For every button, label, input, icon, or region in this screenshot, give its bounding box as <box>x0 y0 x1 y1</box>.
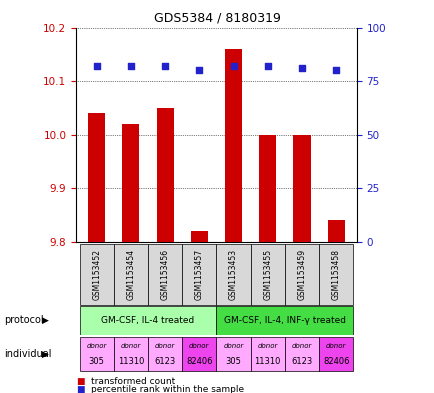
Point <box>93 63 100 69</box>
Bar <box>216 244 250 305</box>
Bar <box>259 134 276 242</box>
Text: donor: donor <box>257 343 277 349</box>
Bar <box>148 244 182 305</box>
Text: 82406: 82406 <box>186 357 212 366</box>
Bar <box>156 108 173 242</box>
Bar <box>79 244 114 305</box>
Text: donor: donor <box>189 343 209 349</box>
Text: 305: 305 <box>89 357 104 366</box>
Text: donor: donor <box>155 343 175 349</box>
Text: GSM1153456: GSM1153456 <box>160 248 169 300</box>
Text: donor: donor <box>223 343 243 349</box>
Bar <box>122 124 139 242</box>
Text: GSM1153458: GSM1153458 <box>331 249 340 299</box>
Text: GM-CSF, IL-4 treated: GM-CSF, IL-4 treated <box>101 316 194 325</box>
Text: GSM1153453: GSM1153453 <box>228 248 237 300</box>
Bar <box>114 337 148 371</box>
Text: 6123: 6123 <box>154 357 175 366</box>
Text: GDS5384 / 8180319: GDS5384 / 8180319 <box>154 11 280 24</box>
Bar <box>182 337 216 371</box>
Bar <box>250 337 284 371</box>
Text: donor: donor <box>325 343 345 349</box>
Bar <box>216 337 250 371</box>
Bar <box>114 244 148 305</box>
Point <box>195 67 202 73</box>
Point <box>161 63 168 69</box>
Text: donor: donor <box>120 343 141 349</box>
Bar <box>224 49 241 242</box>
Bar <box>250 244 284 305</box>
Text: GM-CSF, IL-4, INF-γ treated: GM-CSF, IL-4, INF-γ treated <box>224 316 345 325</box>
Text: GSM1153459: GSM1153459 <box>297 248 306 300</box>
Text: percentile rank within the sample: percentile rank within the sample <box>91 385 244 393</box>
Bar <box>318 337 352 371</box>
Text: 305: 305 <box>225 357 241 366</box>
Point <box>263 63 270 69</box>
Text: donor: donor <box>86 343 107 349</box>
Text: GSM1153457: GSM1153457 <box>194 248 204 300</box>
Text: 11310: 11310 <box>118 357 144 366</box>
Bar <box>284 337 318 371</box>
Text: ▶: ▶ <box>42 350 49 358</box>
Text: GSM1153454: GSM1153454 <box>126 248 135 300</box>
Text: GSM1153452: GSM1153452 <box>92 249 101 299</box>
Text: transformed count: transformed count <box>91 378 175 386</box>
Bar <box>79 337 114 371</box>
Text: 82406: 82406 <box>322 357 349 366</box>
Point <box>127 63 134 69</box>
Bar <box>191 231 207 242</box>
Bar <box>216 306 352 335</box>
Text: GSM1153455: GSM1153455 <box>263 248 272 300</box>
Text: ▶: ▶ <box>42 316 49 325</box>
Bar <box>284 244 318 305</box>
Bar <box>327 220 344 242</box>
Text: 6123: 6123 <box>291 357 312 366</box>
Bar <box>88 113 105 242</box>
Text: ■: ■ <box>76 378 85 386</box>
Point <box>332 67 339 73</box>
Bar <box>182 244 216 305</box>
Bar <box>148 337 182 371</box>
Text: ■: ■ <box>76 385 85 393</box>
Bar <box>318 244 352 305</box>
Text: donor: donor <box>291 343 312 349</box>
Bar <box>79 306 216 335</box>
Point <box>298 65 305 72</box>
Point <box>230 63 237 69</box>
Text: individual: individual <box>4 349 52 359</box>
Bar <box>293 134 310 242</box>
Text: protocol: protocol <box>4 316 44 325</box>
Text: 11310: 11310 <box>254 357 280 366</box>
